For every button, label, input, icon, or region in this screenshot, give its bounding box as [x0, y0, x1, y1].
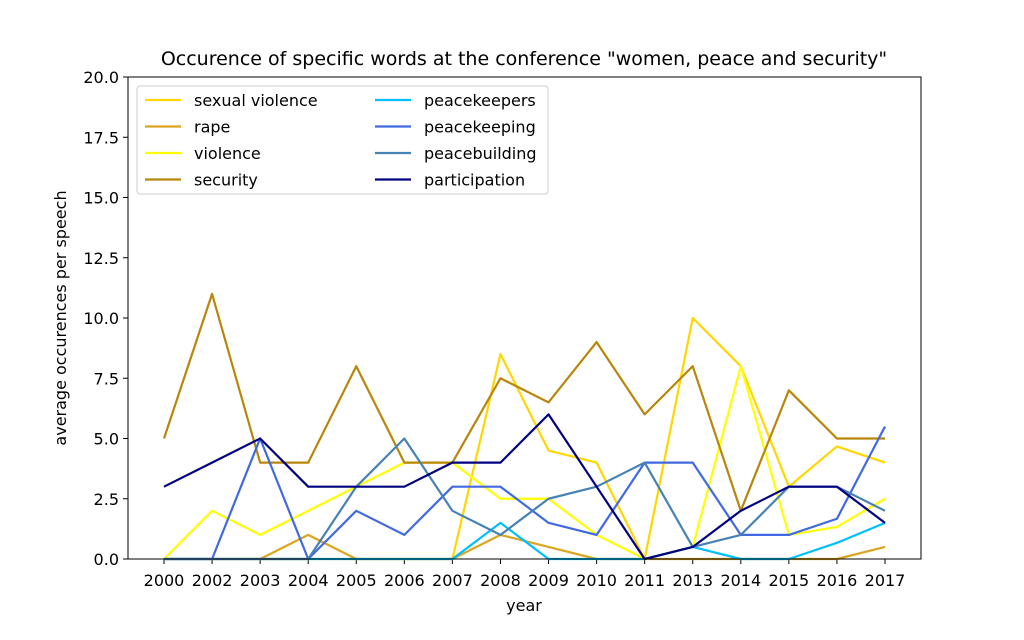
x-axis-label: year — [506, 596, 542, 615]
y-axis-label: average occurences per speech — [51, 190, 70, 445]
x-tick-label: 2009 — [528, 571, 569, 590]
y-tick-label: 12.5 — [83, 249, 119, 268]
y-tick-label: 0.0 — [94, 550, 119, 569]
x-tick-label: 2000 — [144, 571, 185, 590]
plot-area-frame — [127, 76, 922, 560]
legend-label: security — [194, 171, 258, 190]
x-tick-label: 2004 — [288, 571, 329, 590]
x-tick-label: 2011 — [624, 571, 665, 590]
legend: sexual violence rape violence security peace… — [136, 85, 549, 195]
y-tick-label: 7.5 — [94, 369, 119, 388]
x-tick-label: 2003 — [240, 571, 281, 590]
legend-label: peacebuilding — [424, 144, 537, 163]
x-axis-ticks: 2000 2002 2003 2004 2005 2006 2007 2008 2009 2010… — [144, 559, 906, 590]
series-line-peacekeeping — [164, 425, 886, 561]
y-tick-label: 17.5 — [83, 128, 119, 147]
y-tick-label: 10.0 — [83, 309, 119, 328]
x-tick-label: 2016 — [817, 571, 858, 590]
y-tick-label: 2.5 — [94, 490, 119, 509]
x-tick-label: 2010 — [576, 571, 617, 590]
series-line-rape — [164, 533, 886, 561]
y-axis-ticks: 0.0 2.5 5.0 7.5 10.0 12.5 15.0 17.5 20.0 — [83, 68, 128, 569]
x-tick-label: 2015 — [769, 571, 810, 590]
legend-label: violence — [194, 144, 261, 163]
x-tick-label: 2013 — [672, 571, 713, 590]
x-tick-label: 2005 — [336, 571, 377, 590]
series-line-participation — [163, 413, 886, 561]
x-tick-label: 2008 — [480, 571, 521, 590]
x-tick-label: 2007 — [432, 571, 473, 590]
legend-label: participation — [424, 171, 525, 190]
chart-title: Occurence of specific words at the confe… — [161, 48, 887, 70]
x-tick-label: 2006 — [384, 571, 425, 590]
legend-label: peacekeepers — [424, 91, 536, 110]
legend-label: rape — [194, 118, 230, 137]
legend-box — [136, 85, 549, 195]
legend-label: sexual violence — [194, 91, 318, 110]
x-tick-label: 2014 — [720, 571, 761, 590]
x-tick-label: 2017 — [865, 571, 906, 590]
series-lines — [162, 292, 886, 561]
y-tick-label: 20.0 — [83, 68, 119, 87]
legend-label: peacekeeping — [424, 118, 536, 137]
y-tick-label: 15.0 — [83, 189, 119, 208]
y-tick-label: 5.0 — [94, 430, 119, 449]
x-tick-label: 2002 — [192, 571, 233, 590]
